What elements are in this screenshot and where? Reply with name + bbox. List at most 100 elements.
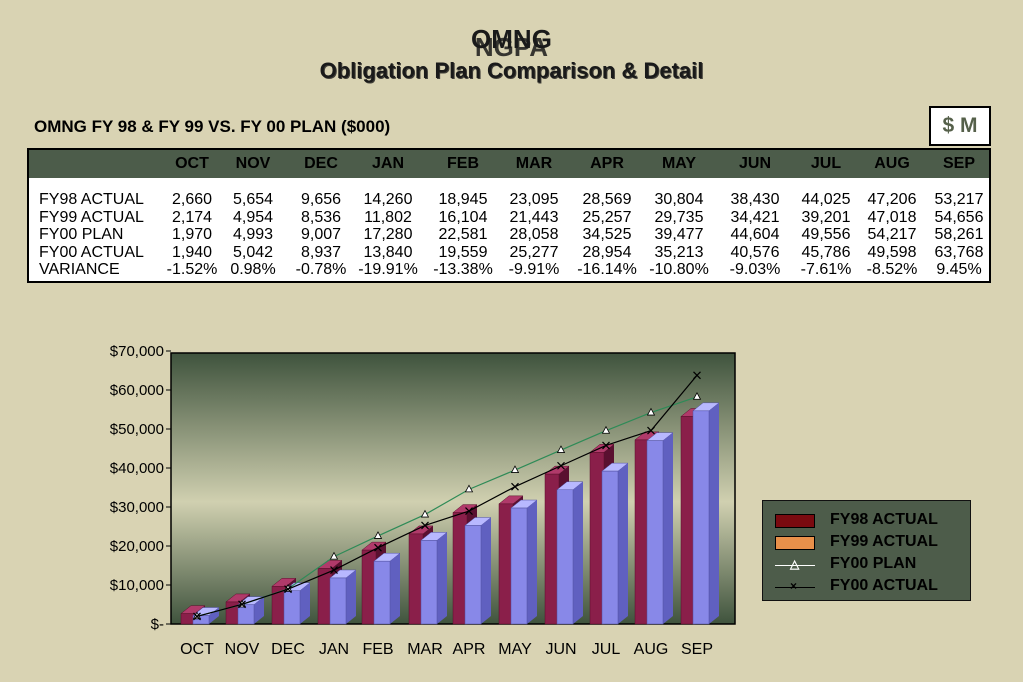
table-cell: 19,559 xyxy=(438,243,488,261)
legend-label: FY00 ACTUAL xyxy=(830,577,938,594)
table-cell: 11,802 xyxy=(364,208,412,226)
point-fy00-actual xyxy=(330,566,338,574)
point-fy00-actual-stroke xyxy=(602,441,610,450)
table-col-header: OCT xyxy=(175,155,209,172)
table-cell: 23,095 xyxy=(509,191,559,208)
table-cell: 35,213 xyxy=(654,243,704,261)
table-cell: 4,993 xyxy=(232,226,274,243)
table-row-label: FY00 ACTUAL xyxy=(39,243,144,261)
table-cell: 34,525 xyxy=(582,226,632,243)
table-cell: 29,735 xyxy=(654,208,704,226)
table-cell: 53,217 xyxy=(934,191,984,208)
table-cell: -1.52% xyxy=(166,261,218,278)
point-fy00-actual-stroke xyxy=(374,543,382,552)
table-cell: 28,058 xyxy=(509,226,559,243)
bar-fy99-side xyxy=(573,481,583,624)
point-fy00-plan xyxy=(464,484,474,493)
table-cell: 22,581 xyxy=(438,226,488,243)
table-cell: 16,104 xyxy=(438,208,488,226)
table-cell: 5,042 xyxy=(232,243,274,261)
point-fy00-actual xyxy=(284,585,292,594)
y-tick-label: $60,000 xyxy=(110,382,164,399)
point-fy00-actual xyxy=(465,507,473,516)
legend-line xyxy=(775,565,815,566)
point-fy00-actual-stroke xyxy=(238,600,246,609)
table-cell: -9.91% xyxy=(508,261,560,278)
table-cell: 0.98% xyxy=(230,261,276,278)
table-cell: -9.03% xyxy=(729,261,781,278)
bar-fy99 xyxy=(329,577,347,625)
table-cell: 49,598 xyxy=(867,243,917,261)
legend-x-marker-icon: × xyxy=(790,579,798,593)
table-row-label: FY99 ACTUAL xyxy=(39,208,144,226)
table-cell: 1,940 xyxy=(171,243,213,261)
table-cell: -8.52% xyxy=(866,261,918,278)
table-col-header: APR xyxy=(590,155,624,172)
y-tick-label: $70,000 xyxy=(110,343,164,360)
table-cell: 8,937 xyxy=(300,243,342,261)
x-tick-label: OCT xyxy=(180,641,214,658)
bar-fy99-side xyxy=(618,463,628,624)
table-cell: 40,576 xyxy=(730,243,780,261)
point-fy00-actual-stroke xyxy=(193,612,201,621)
table-cell: 47,206 xyxy=(867,191,917,208)
table-row-label: VARIANCE xyxy=(39,261,120,278)
subtitle-a: Obligation Plan Comparison & Detail xyxy=(319,58,704,83)
table-cell: 44,604 xyxy=(730,226,780,243)
table-cell: 18,945 xyxy=(438,191,488,208)
bar-fy99-side xyxy=(390,553,400,624)
bar-fy99-side xyxy=(481,517,491,624)
bar-fy99 xyxy=(237,604,255,625)
legend-swatch xyxy=(775,514,815,528)
point-fy00-plan xyxy=(329,551,339,560)
table-col-header: MAY xyxy=(661,155,697,172)
title-line1-a: OMNG xyxy=(471,24,552,54)
point-fy00-actual-stroke xyxy=(647,426,655,435)
x-tick-label: JAN xyxy=(319,641,349,658)
table-cell: 21,443 xyxy=(509,208,559,226)
table-cell: 2,660 xyxy=(171,191,213,208)
table-col-header: JUL xyxy=(810,155,842,172)
table-cell: 54,656 xyxy=(934,208,984,226)
table-col-header: JAN xyxy=(371,155,404,172)
x-tick-label: JUN xyxy=(545,641,576,658)
table-col-header: DEC xyxy=(304,155,338,172)
legend-item: △ FY00 PLAN xyxy=(775,555,965,575)
table-cell: 34,421 xyxy=(730,208,780,226)
point-fy00-actual xyxy=(511,482,519,491)
legend-item: × FY00 ACTUAL xyxy=(775,577,965,597)
table-col-header: AUG xyxy=(874,155,910,172)
bar-fy99 xyxy=(464,525,482,625)
bar-fy99 xyxy=(646,440,664,625)
bar-fy99-side xyxy=(663,432,673,624)
point-fy00-actual-stroke xyxy=(693,371,701,380)
table-cell: 30,804 xyxy=(654,191,704,208)
table-cell: 2,174 xyxy=(171,208,213,226)
x-tick-label: MAY xyxy=(498,641,532,658)
y-tick-label: $20,000 xyxy=(110,538,164,555)
table-cell: 4,954 xyxy=(232,208,274,226)
table-cell: 9,007 xyxy=(300,226,342,243)
point-fy00-actual-stroke xyxy=(511,482,519,491)
point-fy00-actual xyxy=(602,441,610,450)
point-fy00-actual-stroke xyxy=(465,507,473,516)
table-cell: 25,277 xyxy=(509,243,559,261)
bar-fy99 xyxy=(420,540,438,625)
table-cell: 25,257 xyxy=(582,208,632,226)
table-col-header: SEP xyxy=(942,155,975,172)
legend-swatch xyxy=(775,536,815,550)
point-fy00-actual xyxy=(238,600,246,609)
x-tick-label: FEB xyxy=(362,641,393,658)
table-cell: -19.91% xyxy=(358,261,418,278)
bar-fy99-side xyxy=(346,569,356,624)
chart-legend: FY98 ACTUAL FY99 ACTUAL △ FY00 PLAN × FY00 AC… xyxy=(762,500,971,601)
legend-label: FY00 PLAN xyxy=(830,555,917,572)
table-cell: 9,656 xyxy=(300,191,342,208)
point-fy00-actual xyxy=(374,543,382,552)
bar-fy99 xyxy=(373,560,391,625)
bar-fy99 xyxy=(510,507,528,625)
table-cell: 13,840 xyxy=(363,243,413,261)
y-tick-label: $- xyxy=(151,616,164,633)
table-header-row: OCT NOV DEC JAN FEB MAR APR MAY JUN JUL AUG SEP xyxy=(29,150,989,178)
title-line1-b: NGPA xyxy=(474,32,549,62)
